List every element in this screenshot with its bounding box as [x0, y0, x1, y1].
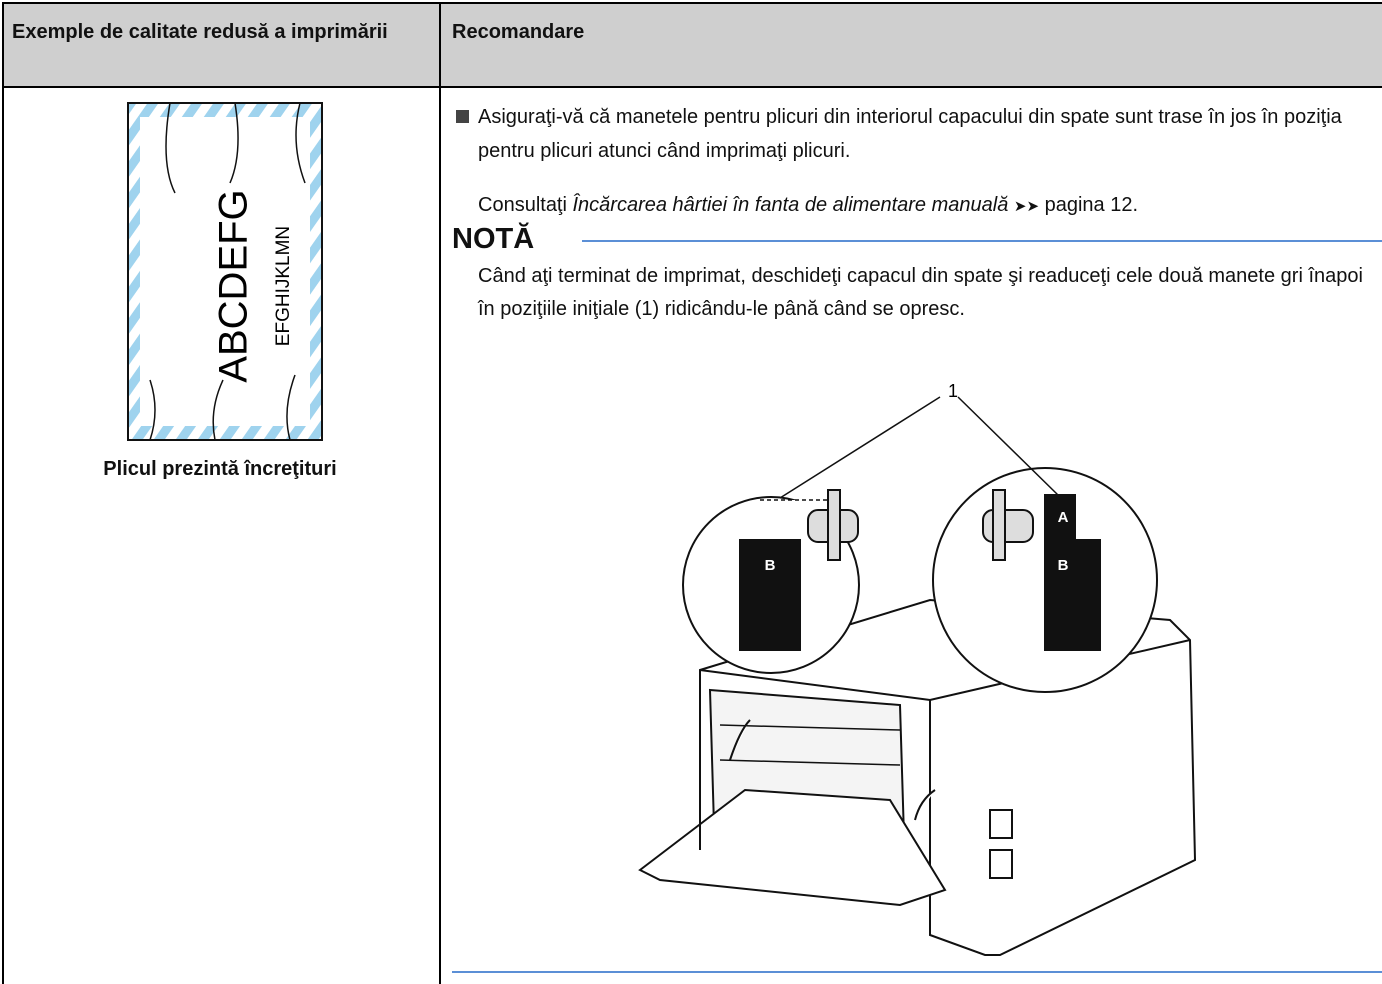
rule [439, 2, 441, 984]
header-cell: Recomandare [452, 21, 585, 43]
figure-label: B [765, 557, 776, 574]
envelope: ABCDEFG EFGHIJKLMN [127, 102, 323, 441]
bullet-text: Asiguraţi-vă că manetele pentru plicuri … [478, 106, 1342, 162]
reference-arrows: ➤➤ [1013, 198, 1040, 215]
rule [2, 86, 1382, 88]
reference-page: pagina 12. [1044, 194, 1138, 216]
caption: Plicul prezintă încreţituri [103, 458, 337, 480]
header-cell: Exemple de calitate redusă a imprimării [12, 21, 388, 43]
bullet-square [456, 110, 469, 123]
envelope-label: EFGHIJKLMN [273, 226, 294, 346]
rule [2, 2, 1382, 4]
printer-figure [638, 396, 1197, 956]
reference-link[interactable]: Încărcarea hârtiei în fanta de alimentar… [572, 194, 1009, 216]
callout: 1 [948, 381, 958, 401]
note-text: Când aţi terminat de imprimat, deschideţ… [478, 265, 1363, 320]
figure-label: A [1058, 509, 1069, 526]
figure-label: B [1058, 557, 1069, 574]
reference: Consultaţi Încărcarea hârtiei în fanta d… [478, 188, 1378, 224]
note-title: NOTĂ [452, 223, 535, 255]
rule [2, 2, 4, 984]
header-bg [2, 3, 1382, 86]
envelope-label: ABCDEFG [212, 189, 256, 382]
reference-prefix: Consultaţi [478, 194, 567, 216]
